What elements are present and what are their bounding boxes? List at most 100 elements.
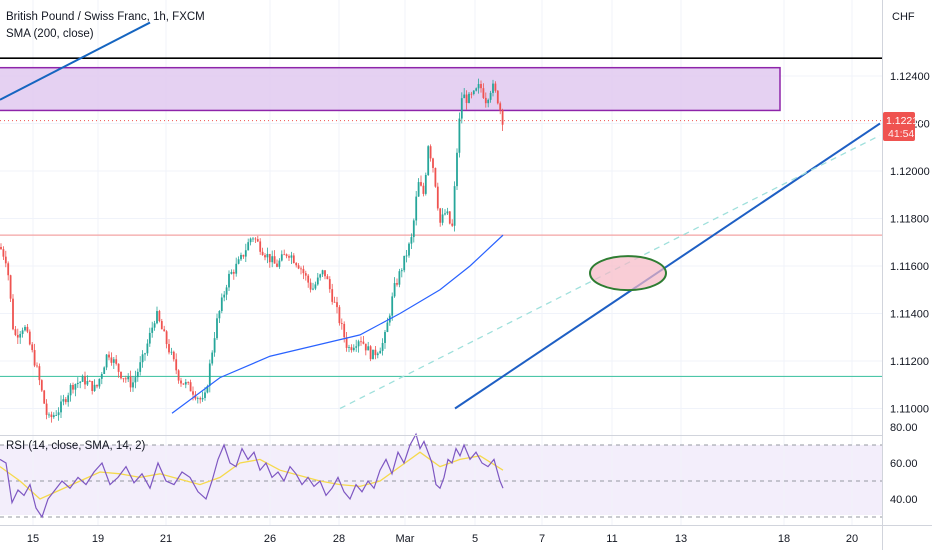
candle [285,253,288,259]
candle-body [492,83,494,93]
candle [21,327,24,338]
candle-body [16,334,19,338]
candle [136,368,139,382]
candle-body [417,182,420,197]
rsi-tick-label: 60.00 [890,458,918,470]
candle [477,78,480,94]
candle-body [345,337,348,348]
candle [141,350,144,368]
candle-body [168,344,170,353]
candle [206,384,209,394]
candle-body [38,366,41,381]
candle-body [33,350,36,366]
candle [57,407,60,421]
candle-body [468,93,470,103]
candle-body [7,263,10,276]
price-tick-label: 1.11400 [890,309,929,321]
candle [201,391,204,402]
candle [189,379,192,392]
candle [355,339,358,352]
rsi-background-band [0,445,882,515]
candle-body [456,152,458,187]
candle-body [26,326,29,332]
candle [376,351,379,359]
candle-body [247,242,250,251]
candle-body [144,353,146,355]
time-tick-label: 11 [606,533,617,545]
sma-legend[interactable]: SMA (200, close) [6,28,94,40]
candle [326,274,329,280]
candle [372,349,374,360]
candle [331,283,334,305]
candle [300,266,302,275]
candle-body [261,251,264,256]
candle [2,246,5,261]
candle-body [333,301,336,303]
candle-body [324,270,326,277]
last-price-badge: 1.12212 41:54 [883,112,924,141]
symbol-legend[interactable]: British Pound / Swiss Franc, 1h, FXCM [6,11,205,23]
candle-body [384,331,386,343]
candle [84,371,86,390]
candle [482,83,485,99]
candle [165,330,168,349]
candle-body [321,270,324,275]
candle-body [223,294,226,298]
candle-body [470,93,473,95]
candle-body [160,321,163,330]
candle [153,320,156,331]
candle-body [230,271,233,274]
candle [43,389,46,404]
candle [460,92,463,124]
candle [55,410,58,417]
candle-body [86,380,89,385]
candle-body [268,253,271,263]
candle [312,282,314,291]
candle [496,89,499,105]
candle-body [225,287,228,295]
price-axis-background[interactable] [883,0,932,525]
candle-body [256,239,259,242]
candle [393,277,396,298]
candle-body [436,186,439,209]
candle [451,219,454,228]
candle-body [177,370,180,381]
candle-body [360,341,362,343]
trendline [0,21,151,101]
candle-body [326,276,329,280]
candle [148,327,151,347]
candle-body [446,211,449,214]
candle-body [120,371,122,379]
candle [381,338,384,356]
candle-body [45,403,48,415]
price-tick-label: 1.11600 [890,261,929,273]
candle-body [412,220,415,238]
candle-body [206,385,209,393]
candle-body [460,98,463,119]
rsi-legend[interactable]: RSI (14, close, SMA, 14, 2) [6,440,146,452]
candle [403,255,406,273]
candle-body [405,255,408,257]
candle-body [386,322,389,332]
candle-body [422,185,425,194]
candle [242,254,245,259]
candle-body [2,249,5,257]
candle [261,247,264,256]
candle [175,353,178,375]
sma-line [171,234,504,414]
candle-body [189,382,192,392]
candle-body [420,182,422,186]
candle [475,87,478,92]
candle-body [91,381,94,391]
candle-body [343,323,346,338]
candle [244,243,247,263]
candle-body [96,384,98,387]
currency-label[interactable]: CHF [892,11,915,23]
time-axis-background[interactable] [0,526,882,550]
price-tick-label: 1.12000 [890,166,930,178]
candle-body [501,110,504,125]
candle [470,91,473,99]
candle-body [127,376,130,380]
candle [9,274,12,302]
